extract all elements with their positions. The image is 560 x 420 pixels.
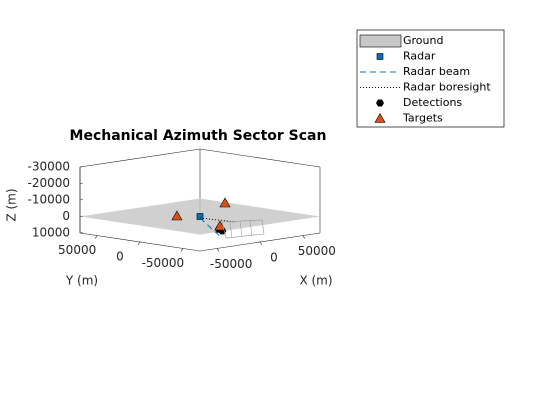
- z-tick-label: 10000: [32, 226, 70, 240]
- legend-label: Radar: [403, 50, 436, 63]
- x-tick: [302, 235, 306, 239]
- legend-label: Detections: [403, 96, 462, 109]
- box-edge: [199, 148, 321, 168]
- legend-label: Targets: [402, 112, 443, 125]
- x-tick: [216, 248, 220, 252]
- z-tick: [79, 232, 84, 234]
- plot-area: [79, 148, 321, 252]
- target-marker: [374, 112, 386, 123]
- y-tick: [180, 248, 184, 252]
- legend-label: Ground: [403, 34, 443, 47]
- radar-beam-decoration: [199, 217, 265, 239]
- y-axis-label: Y (m): [65, 274, 98, 288]
- box-edge: [79, 148, 201, 168]
- z-axis-label: Z (m): [5, 188, 19, 221]
- radar-marker: [376, 53, 384, 60]
- x-tick-label: 0: [270, 251, 278, 265]
- detection-marker: [376, 99, 384, 107]
- radar-marker: [196, 213, 204, 220]
- y-tick-label: -50000: [142, 256, 185, 270]
- coverage-wireframe: [221, 219, 265, 239]
- z-tick: [79, 215, 84, 217]
- z-tick-label: -30000: [27, 160, 70, 174]
- x-tick: [259, 241, 263, 246]
- z-tick-label: -20000: [27, 176, 70, 190]
- target-marker: [219, 197, 231, 208]
- legend: Ground Radar Radar beam Radar boresight Dete…: [356, 29, 505, 128]
- z-tick: [79, 199, 84, 201]
- legend-swatch: [359, 34, 402, 48]
- target-marker: [214, 220, 226, 231]
- y-tick-label: 0: [116, 250, 124, 264]
- x-tick-label: 50000: [298, 244, 336, 258]
- x-tick-label: -50000: [210, 257, 253, 271]
- z-tick-label: -10000: [27, 193, 70, 207]
- y-tick: [94, 235, 98, 239]
- legend-label: Radar boresight: [403, 81, 491, 94]
- legend-label: Radar beam: [403, 65, 470, 78]
- z-tick: [79, 182, 84, 184]
- target-marker: [171, 210, 183, 221]
- x-axis-label: X (m): [299, 274, 332, 288]
- y-tick: [137, 241, 141, 246]
- y-tick-label: 50000: [58, 243, 96, 257]
- chart-title: Mechanical Azimuth Sector Scan: [70, 128, 327, 144]
- z-tick-label: 0: [62, 209, 70, 223]
- z-tick: [79, 166, 84, 168]
- radar-beam: [199, 217, 223, 239]
